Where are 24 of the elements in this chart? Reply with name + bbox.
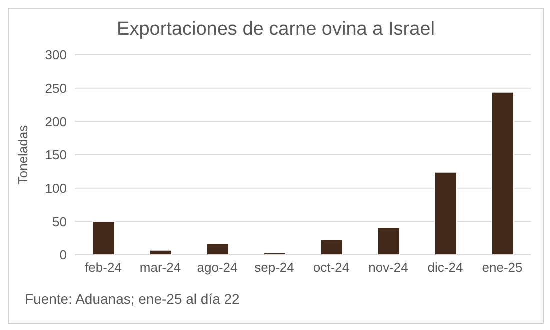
- x-tick-label: sep-24: [254, 260, 294, 276]
- y-tick-label: 250: [45, 80, 67, 96]
- chart-title: Exportaciones de carne ovina a Israel: [116, 19, 436, 41]
- bar: [378, 227, 400, 255]
- y-tick-label: 200: [45, 114, 67, 130]
- x-tick-label: ago-24: [197, 260, 238, 276]
- bar: [434, 172, 458, 255]
- bar: [92, 221, 116, 255]
- x-tick-label: mar-24: [140, 260, 182, 276]
- y-tick-label: 150: [45, 148, 67, 163]
- bar: [492, 92, 514, 255]
- x-tick-label: feb-24: [85, 260, 122, 276]
- bar: [320, 239, 344, 255]
- y-tick-label: 0: [60, 248, 67, 263]
- x-tick-label: oct-24: [313, 260, 350, 276]
- bar: [206, 243, 230, 255]
- y-tick-label: 50: [52, 214, 67, 230]
- x-tick-label: ene-25: [482, 260, 523, 276]
- y-axis-title: Toneladas: [16, 124, 31, 185]
- x-tick-label: nov-24: [368, 260, 408, 276]
- y-tick-label: 300: [45, 48, 67, 63]
- x-tick-label: dic-24: [428, 260, 464, 276]
- y-tick-label: 100: [45, 180, 67, 196]
- source-note: Fuente: Aduanas; ene-25 al día 22: [25, 291, 240, 307]
